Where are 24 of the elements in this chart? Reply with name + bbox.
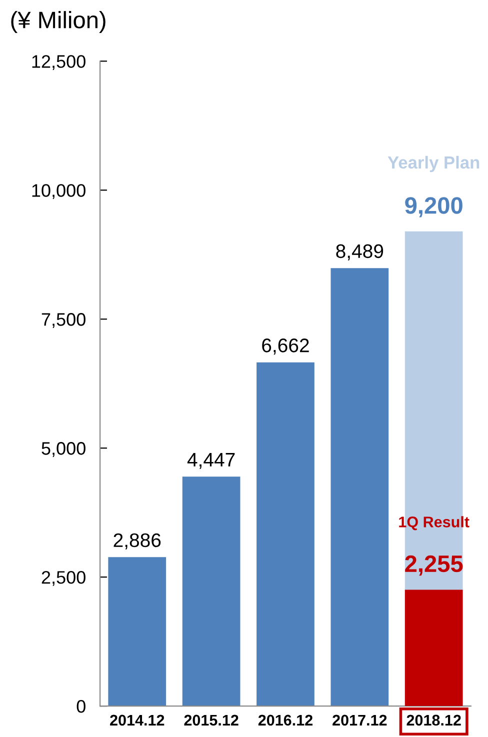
data-label: 2,886 bbox=[114, 533, 161, 550]
y-tick-label: 0 bbox=[76, 700, 86, 713]
data-label: 4,447 bbox=[187, 453, 235, 469]
x-tick-label: 2015.12 bbox=[184, 714, 238, 726]
bar bbox=[256, 362, 314, 706]
data-label: 9,200 bbox=[405, 197, 462, 218]
y-tick-label: 10,000 bbox=[32, 184, 86, 199]
y-axis-title: (¥ Milion) bbox=[11, 11, 106, 34]
y-tick-label: 12,500 bbox=[32, 55, 86, 70]
bar bbox=[182, 476, 240, 706]
text: 1Q Result bbox=[399, 516, 470, 530]
text: Yearly Plan bbox=[388, 156, 480, 172]
bar bbox=[330, 268, 389, 706]
data-label: 2,255 bbox=[405, 555, 463, 576]
y-tick-label: 7,500 bbox=[42, 313, 86, 328]
x-tick-label: 2016.12 bbox=[258, 714, 312, 726]
x-tick-label: 2018.12 bbox=[406, 714, 461, 726]
bar bbox=[108, 557, 166, 706]
y-tick-label: 5,000 bbox=[42, 442, 86, 457]
data-label: 6,662 bbox=[262, 338, 309, 355]
x-tick-label: 2014.12 bbox=[110, 714, 164, 726]
x-tick-label: 2017.12 bbox=[332, 714, 387, 726]
data-label: 8,489 bbox=[336, 244, 384, 260]
y-tick-label: 2,500 bbox=[42, 571, 86, 586]
